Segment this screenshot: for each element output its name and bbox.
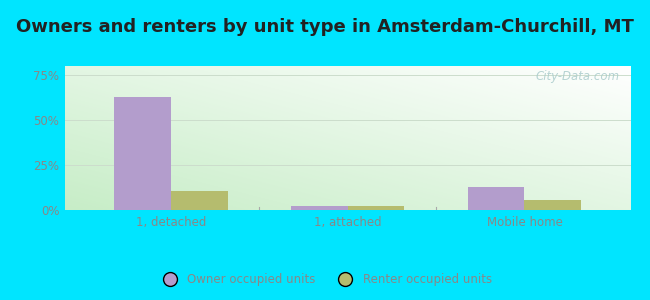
Bar [348, 206, 404, 210]
Bar [468, 187, 525, 210]
Bar [291, 206, 348, 210]
Text: City-Data.com: City-Data.com [535, 70, 619, 83]
Text: Owners and renters by unit type in Amsterdam-Churchill, MT: Owners and renters by unit type in Amste… [16, 18, 634, 36]
Bar [114, 97, 171, 210]
Bar [171, 191, 228, 210]
Bar [525, 200, 581, 210]
Legend: Owner occupied units, Renter occupied units: Owner occupied units, Renter occupied un… [153, 269, 497, 291]
